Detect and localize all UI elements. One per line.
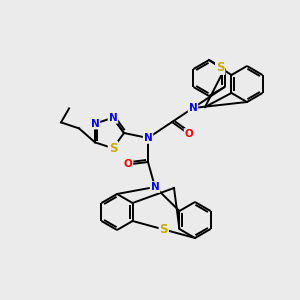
Text: O: O [124,159,132,169]
Text: N: N [109,113,117,123]
Text: S: S [109,142,117,155]
Text: O: O [184,129,194,139]
Text: N: N [189,103,197,113]
Text: S: S [160,223,168,236]
Text: N: N [144,133,152,143]
Text: N: N [151,182,159,192]
Text: N: N [91,118,99,129]
Text: S: S [216,61,224,74]
